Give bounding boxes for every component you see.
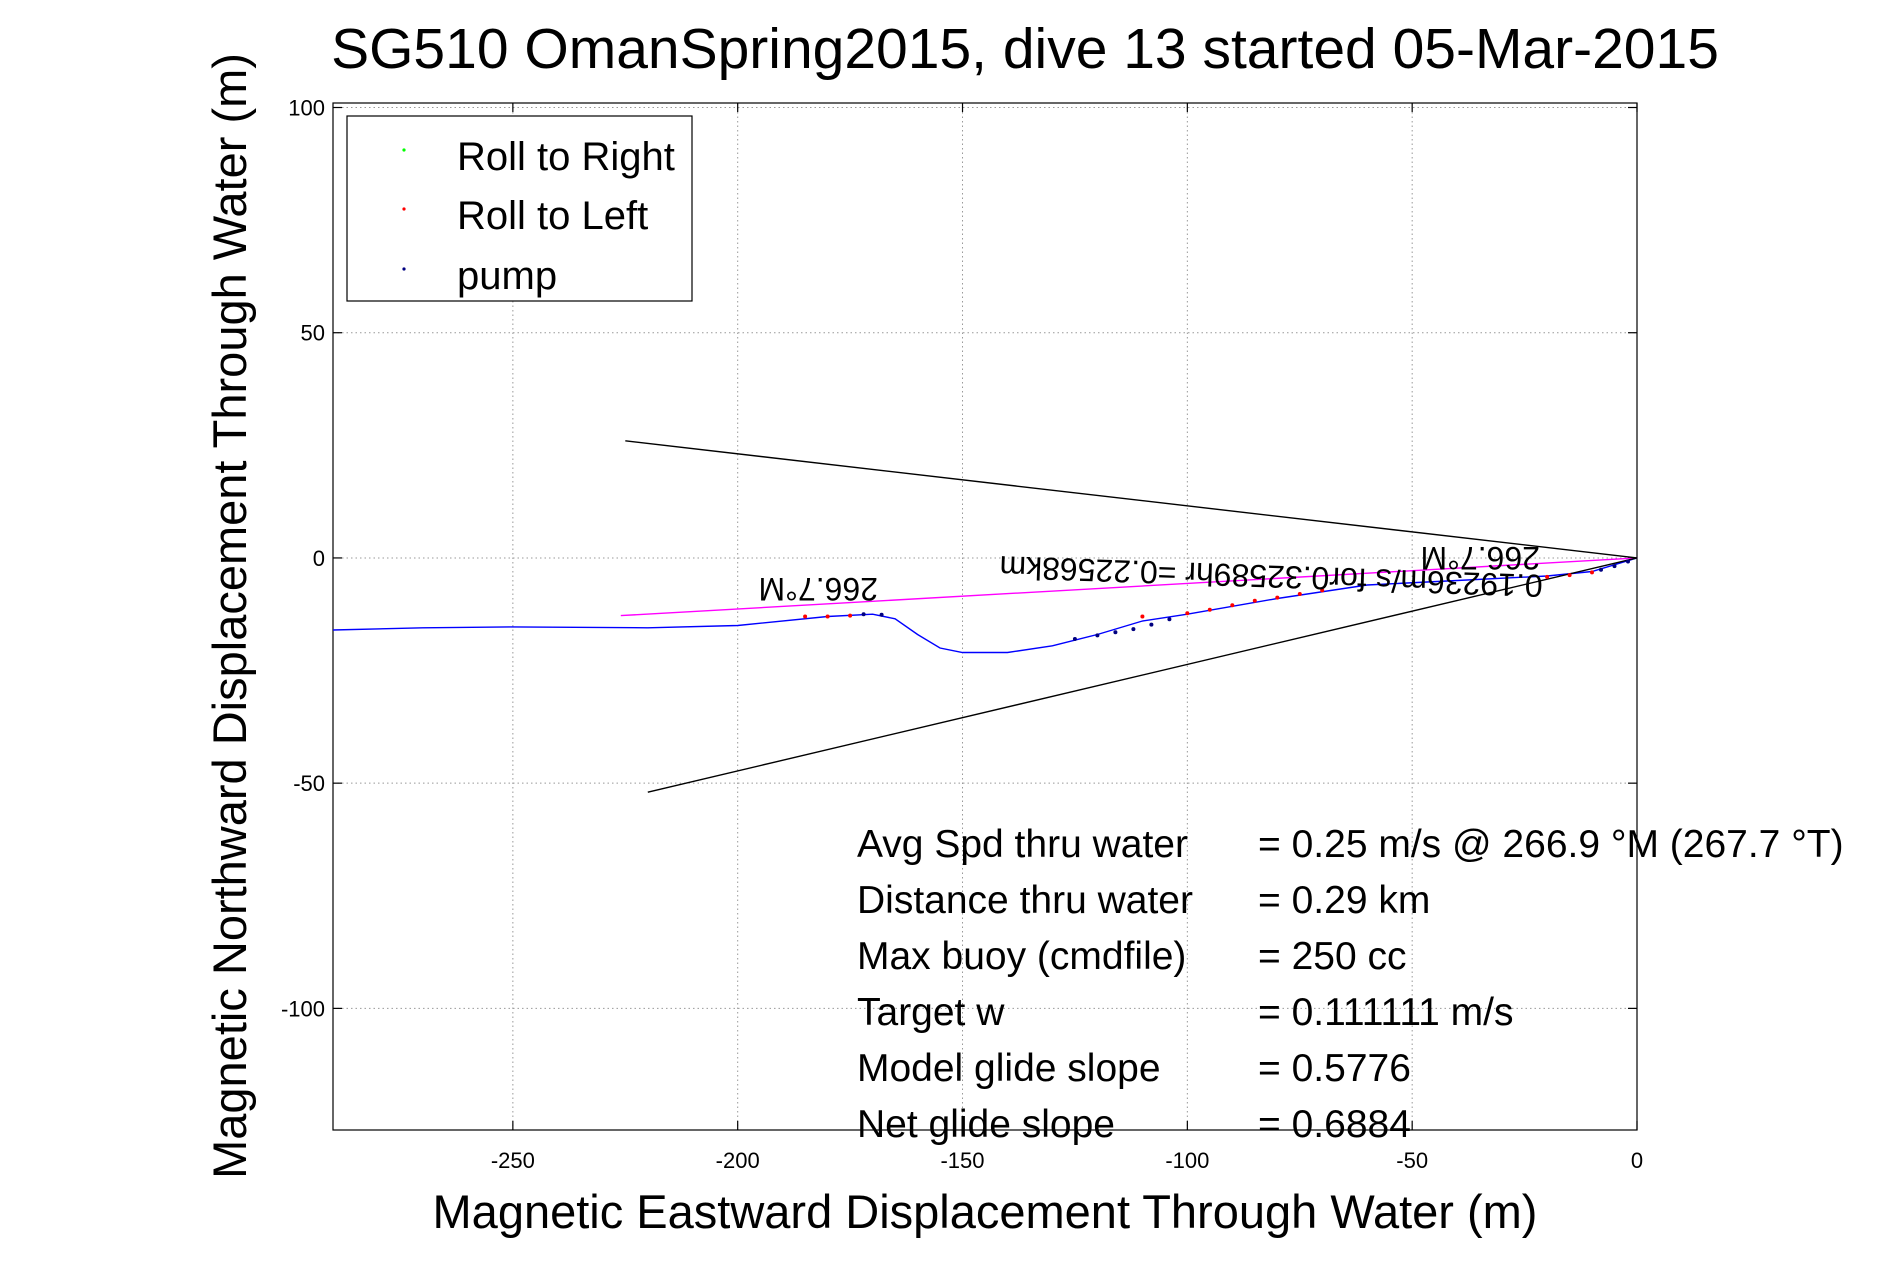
marker-point-0	[825, 614, 830, 619]
marker-point-0	[1590, 570, 1594, 575]
stat-value-distance: = 0.29 km	[1258, 879, 1430, 922]
x-tick-label: -250	[491, 1148, 535, 1173]
stat-value-avg-speed: = 0.25 m/s @ 266.9 °M (267.7 °T)	[1258, 823, 1844, 866]
marker-point-1	[879, 612, 884, 617]
legend: Roll to Right Roll to Left pump	[346, 115, 693, 302]
marker-point-0	[1252, 598, 1257, 603]
marker-point-0	[1207, 607, 1212, 612]
marker-point-0	[1230, 603, 1235, 608]
stat-label-distance: Distance thru water	[857, 879, 1193, 922]
marker-point-0	[1275, 595, 1280, 600]
y-tick-label: -50	[293, 771, 325, 796]
marker-point-1	[1095, 633, 1100, 638]
x-tick-label: -100	[1165, 1148, 1209, 1173]
x-tick-label: -200	[716, 1148, 760, 1173]
legend-label-pump: pump	[457, 254, 557, 298]
stat-value-target-w: = 0.111111 m/s	[1258, 991, 1513, 1034]
marker-point-0	[803, 614, 808, 619]
marker-point-0	[1185, 611, 1190, 616]
series-line-0	[332, 557, 1638, 654]
legend-label-roll-right: Roll to Right	[457, 135, 675, 179]
marker-point-0	[1567, 573, 1572, 578]
legend-marker-roll-left	[402, 207, 406, 211]
stat-label-avg-speed: Avg Spd thru water	[857, 823, 1188, 866]
plot-area-frame	[332, 102, 1638, 1131]
marker-point-0	[1545, 574, 1550, 579]
marker-point-1	[1149, 622, 1154, 627]
series-group	[332, 440, 1638, 793]
x-tick-label: -150	[940, 1148, 984, 1173]
stat-value-net-glide: = 0.6884	[1258, 1103, 1411, 1146]
stat-label-target-w: Target w	[857, 991, 1005, 1034]
marker-point-1	[861, 612, 866, 617]
stats-block: Avg Spd thru water = 0.25 m/s @ 266.9 °M…	[857, 823, 1844, 1146]
ticks: -250 -200 -150 -100 -50 0 100 50 0 -50 -100	[281, 96, 1643, 1173]
marker-point-1	[1599, 567, 1603, 572]
heading-label-1: 266.7°M	[758, 571, 878, 607]
marker-point-1	[1072, 637, 1077, 641]
y-tick-label: -100	[281, 996, 325, 1021]
stat-value-max-buoy: = 250 cc	[1258, 935, 1407, 978]
stat-label-max-buoy: Max buoy (cmdfile)	[857, 935, 1186, 978]
marker-point-0	[848, 613, 853, 618]
y-tick-label: 50	[301, 321, 325, 346]
x-tick-label: 0	[1631, 1148, 1643, 1173]
marker-point-0	[1320, 588, 1325, 593]
legend-marker-pump	[402, 267, 406, 271]
y-tick-label: 100	[288, 96, 325, 121]
stat-value-model-glide: = 0.5776	[1258, 1047, 1411, 1090]
legend-marker-roll-right	[402, 148, 406, 152]
marker-point-1	[1626, 559, 1630, 564]
x-tick-label: -50	[1396, 1148, 1428, 1173]
x-axis-label: Magnetic Eastward Displacement Through W…	[433, 1185, 1538, 1238]
markers-group	[803, 559, 1630, 641]
marker-point-1	[1167, 617, 1172, 622]
marker-point-0	[1140, 614, 1145, 619]
stat-label-model-glide: Model glide slope	[857, 1047, 1161, 1090]
series-line-2	[625, 440, 1638, 559]
series-line-1	[620, 557, 1638, 617]
marker-point-0	[1297, 592, 1302, 596]
chart-title: SG510 OmanSpring2015, dive 13 started 05…	[331, 17, 1719, 81]
legend-label-roll-left: Roll to Left	[457, 194, 648, 238]
marker-point-1	[1113, 630, 1118, 635]
stat-label-net-glide: Net glide slope	[857, 1103, 1115, 1146]
y-axis-label: Magnetic Northward Displacement Through …	[203, 53, 256, 1179]
y-tick-label: 0	[313, 546, 325, 571]
marker-point-1	[1612, 564, 1617, 569]
marker-point-1	[1131, 627, 1136, 632]
series-line-3	[647, 557, 1638, 793]
heading-label-2: 266.7°M	[1420, 540, 1540, 576]
